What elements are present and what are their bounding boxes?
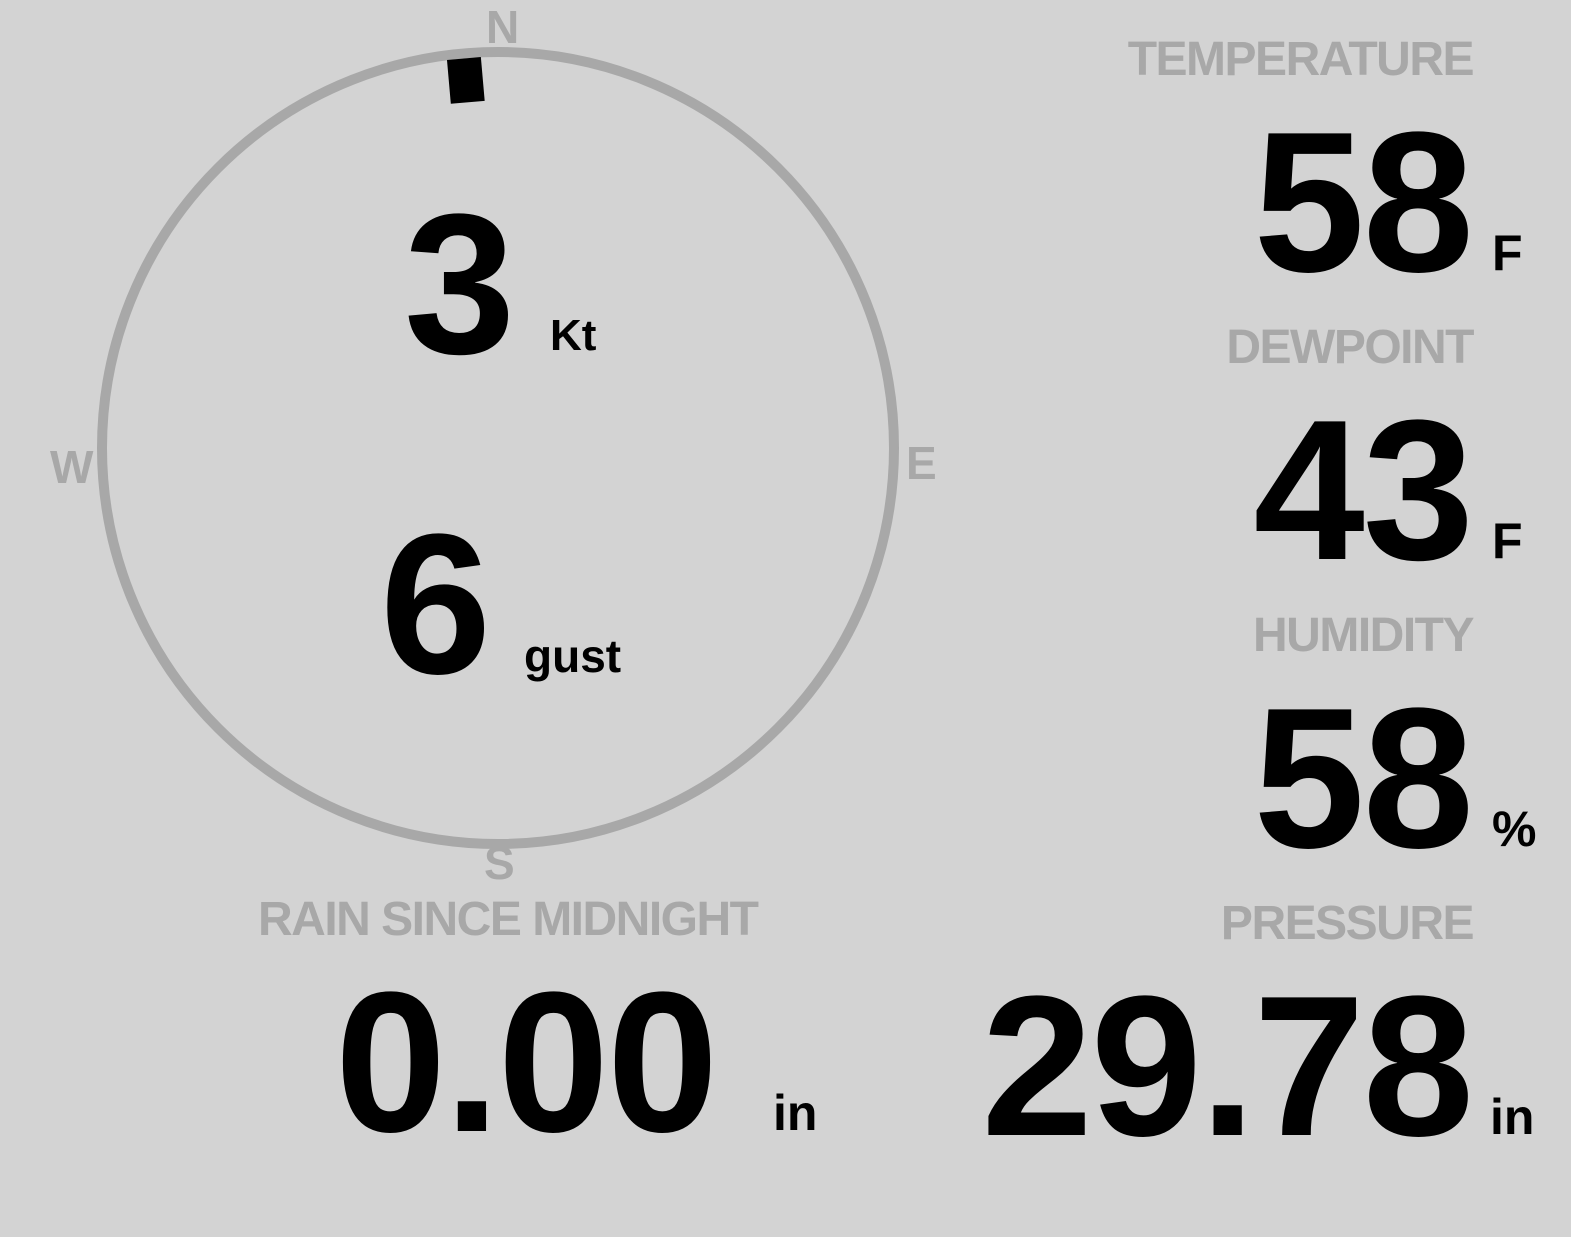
wind-speed-value: 3: [404, 173, 515, 396]
rain-unit: in: [773, 1085, 818, 1141]
pressure-value: 29.78: [981, 955, 1474, 1178]
humidity-label: HUMIDITY: [1253, 609, 1474, 662]
temperature-label: TEMPERATURE: [1127, 33, 1475, 86]
wind-speed-unit: Kt: [550, 311, 597, 360]
temperature-unit: F: [1492, 225, 1523, 281]
temperature-value: 58: [1253, 91, 1474, 314]
rain-value: 0.00: [335, 951, 718, 1174]
compass-south-label: S: [484, 837, 515, 889]
dewpoint-label: DEWPOINT: [1226, 321, 1474, 374]
pressure-unit: in: [1490, 1089, 1535, 1145]
dewpoint-unit: F: [1492, 513, 1523, 569]
humidity-unit: %: [1492, 801, 1537, 857]
wind-direction-needle: [446, 57, 485, 104]
compass-north-label: N: [486, 1, 520, 53]
wind-compass: [97, 47, 899, 849]
compass-ring: [97, 47, 899, 849]
compass-east-label: E: [906, 437, 937, 489]
humidity-value: 58: [1253, 667, 1474, 890]
pressure-label: PRESSURE: [1220, 897, 1475, 950]
dewpoint-value: 43: [1253, 379, 1474, 602]
wind-gust-unit: gust: [524, 630, 622, 682]
rain-label: RAIN SINCE MIDNIGHT: [258, 893, 759, 946]
compass-west-label: W: [50, 441, 94, 493]
wind-gust-value: 6: [380, 493, 491, 716]
